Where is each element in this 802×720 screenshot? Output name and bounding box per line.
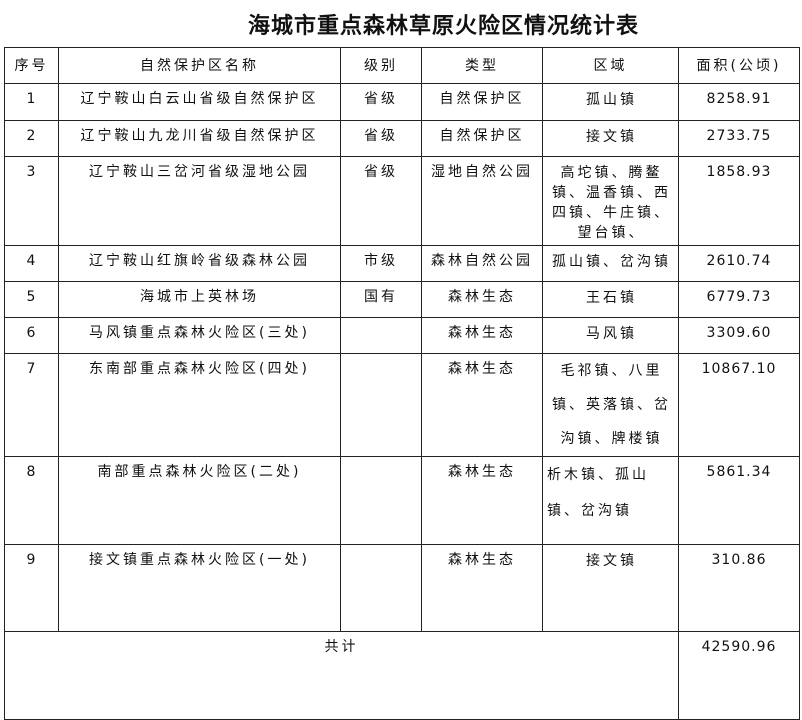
row-type: 森林生态 — [421, 353, 543, 457]
row-no: 2 — [4, 120, 59, 157]
table-row: 7 东南部重点森林火险区(四处) 森林生态 毛祁镇、八里镇、英落镇、岔沟镇、牌楼镇 10… — [4, 353, 800, 457]
row-region: 析木镇、孤山镇、岔沟镇 — [542, 456, 679, 545]
row-region: 接文镇 — [542, 120, 679, 157]
row-no: 3 — [4, 156, 59, 246]
header-no: 序号 — [4, 47, 59, 84]
header-level: 级别 — [340, 47, 422, 84]
row-area: 310.86 — [678, 544, 800, 632]
row-level — [340, 456, 422, 545]
row-area: 8258.91 — [678, 83, 800, 121]
table-row: 9 接文镇重点森林火险区(一处) 森林生态 接文镇 310.86 — [4, 544, 800, 632]
table-row: 8 南部重点森林火险区(二处) 森林生态 析木镇、孤山镇、岔沟镇 5861.34 — [4, 456, 800, 545]
row-region: 毛祁镇、八里镇、英落镇、岔沟镇、牌楼镇 — [542, 353, 679, 457]
row-area: 6779.73 — [678, 281, 800, 318]
row-level — [340, 317, 422, 354]
row-name: 辽宁鞍山九龙川省级自然保护区 — [58, 120, 341, 157]
total-row: 共计 42590.96 — [4, 631, 800, 720]
table-row: 2 辽宁鞍山九龙川省级自然保护区 省级 自然保护区 接文镇 2733.75 — [4, 120, 800, 157]
total-area: 42590.96 — [678, 631, 800, 720]
total-label: 共计 — [4, 631, 679, 720]
row-name: 东南部重点森林火险区(四处) — [58, 353, 341, 457]
row-area: 3309.60 — [678, 317, 800, 354]
row-name: 南部重点森林火险区(二处) — [58, 456, 341, 545]
row-no: 1 — [4, 83, 59, 121]
row-no: 7 — [4, 353, 59, 457]
row-area: 5861.34 — [678, 456, 800, 545]
row-name: 马风镇重点森林火险区(三处) — [58, 317, 341, 354]
row-area: 1858.93 — [678, 156, 800, 246]
table-row: 6 马风镇重点森林火险区(三处) 森林生态 马风镇 3309.60 — [4, 317, 800, 354]
fire-risk-table: 序号 自然保护区名称 级别 类型 区域 面积(公顷) 1 辽宁鞍山白云山省级自然保… — [4, 47, 800, 720]
row-type: 森林生态 — [421, 317, 543, 354]
header-region: 区域 — [542, 47, 679, 84]
row-area: 2733.75 — [678, 120, 800, 157]
row-no: 9 — [4, 544, 59, 632]
row-area: 2610.74 — [678, 245, 800, 282]
header-area: 面积(公顷) — [678, 47, 800, 84]
row-level: 省级 — [340, 156, 422, 246]
row-name: 辽宁鞍山红旗岭省级森林公园 — [58, 245, 341, 282]
table-row: 5 海城市上英林场 国有 森林生态 王石镇 6779.73 — [4, 281, 800, 318]
row-name: 海城市上英林场 — [58, 281, 341, 318]
row-area: 10867.10 — [678, 353, 800, 457]
row-region: 孤山镇 — [542, 83, 679, 121]
row-no: 5 — [4, 281, 59, 318]
row-no: 8 — [4, 456, 59, 545]
page-title: 海城市重点森林草原火险区情况统计表 — [248, 14, 640, 39]
row-type: 森林生态 — [421, 281, 543, 318]
header-name: 自然保护区名称 — [58, 47, 341, 84]
row-no: 4 — [4, 245, 59, 282]
table-row: 1 辽宁鞍山白云山省级自然保护区 省级 自然保护区 孤山镇 8258.91 — [4, 83, 800, 121]
row-region: 马风镇 — [542, 317, 679, 354]
row-region: 王石镇 — [542, 281, 679, 318]
row-level — [340, 544, 422, 632]
row-type: 湿地自然公园 — [421, 156, 543, 246]
row-name: 辽宁鞍山白云山省级自然保护区 — [58, 83, 341, 121]
header-type: 类型 — [421, 47, 543, 84]
row-level: 市级 — [340, 245, 422, 282]
row-level: 省级 — [340, 120, 422, 157]
row-name: 接文镇重点森林火险区(一处) — [58, 544, 341, 632]
row-region: 高坨镇、腾鳌镇、温香镇、西四镇、牛庄镇、望台镇、 — [542, 156, 679, 246]
table-row: 4 辽宁鞍山红旗岭省级森林公园 市级 森林自然公园 孤山镇、岔沟镇 2610.74 — [4, 245, 800, 282]
row-type: 森林生态 — [421, 456, 543, 545]
row-type: 森林自然公园 — [421, 245, 543, 282]
row-region: 孤山镇、岔沟镇 — [542, 245, 679, 282]
table-header-row: 序号 自然保护区名称 级别 类型 区域 面积(公顷) — [4, 47, 800, 84]
table-row: 3 辽宁鞍山三岔河省级湿地公园 省级 湿地自然公园 高坨镇、腾鳌镇、温香镇、西四镇、牛庄… — [4, 156, 800, 246]
row-type: 自然保护区 — [421, 120, 543, 157]
row-type: 自然保护区 — [421, 83, 543, 121]
row-region: 接文镇 — [542, 544, 679, 632]
row-level: 省级 — [340, 83, 422, 121]
row-level: 国有 — [340, 281, 422, 318]
row-name: 辽宁鞍山三岔河省级湿地公园 — [58, 156, 341, 246]
row-type: 森林生态 — [421, 544, 543, 632]
row-no: 6 — [4, 317, 59, 354]
row-level — [340, 353, 422, 457]
